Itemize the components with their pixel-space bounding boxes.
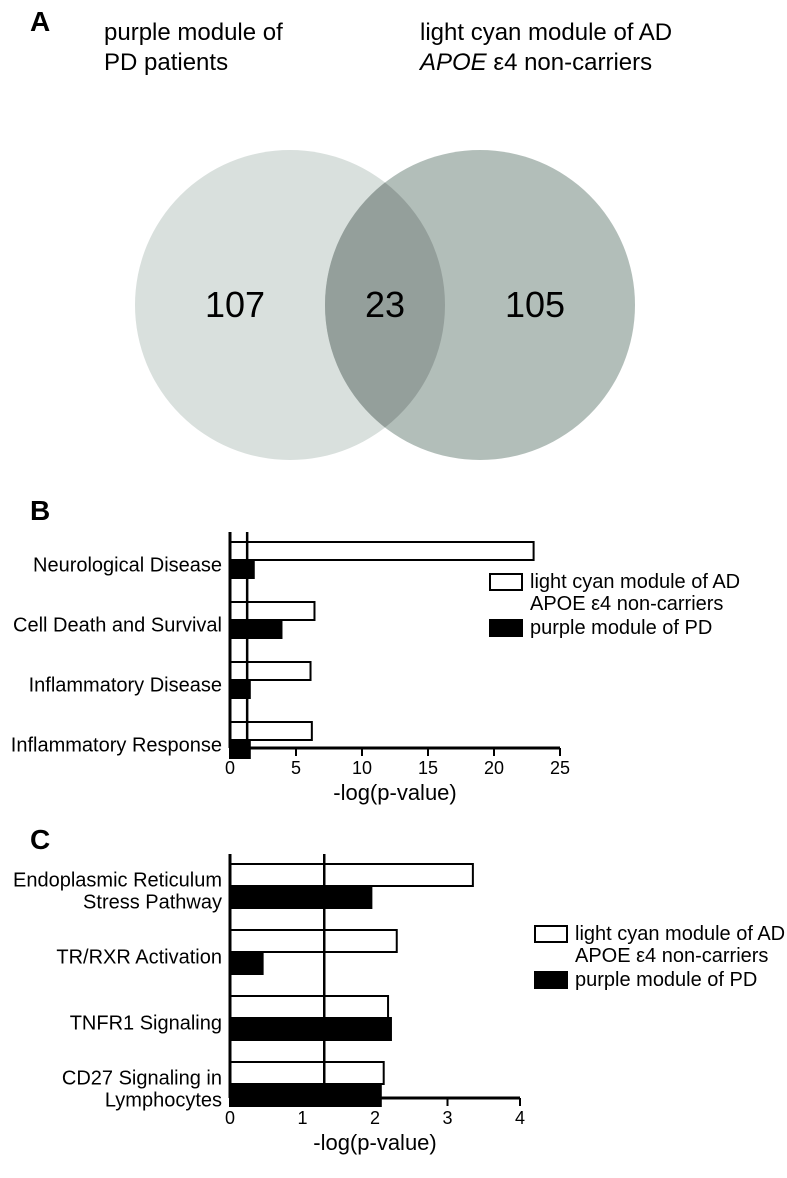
svg-text:2: 2 [370, 1108, 380, 1128]
venn-right-title-line1: light cyan module of AD [420, 19, 672, 46]
svg-text:-log(p-value): -log(p-value) [333, 780, 457, 805]
svg-text:light cyan module of AD: light cyan module of AD [575, 923, 785, 945]
svg-text:CD27 Signaling in: CD27 Signaling in [62, 1067, 222, 1089]
svg-text:15: 15 [418, 758, 438, 778]
svg-text:Stress Pathway: Stress Pathway [83, 891, 222, 913]
svg-text:TNFR1 Signaling: TNFR1 Signaling [70, 1012, 222, 1034]
svg-text:APOE ε4 non-carriers: APOE ε4 non-carriers [530, 593, 723, 615]
venn-right-title: light cyan module of AD APOE ε4 non-carr… [420, 18, 672, 78]
panel-b-chart: Neurological Disease Cell Death and Survi… [0, 522, 787, 822]
svg-text:purple module of PD: purple module of PD [530, 617, 712, 639]
svg-text:105: 105 [505, 284, 565, 325]
svg-text:107: 107 [205, 284, 265, 325]
venn-right-title-suffix: ε4 non-carriers [487, 49, 652, 76]
svg-text:Endoplasmic Reticulum: Endoplasmic Reticulum [13, 869, 222, 891]
svg-text:-log(p-value): -log(p-value) [313, 1130, 437, 1155]
svg-text:Cell Death and Survival: Cell Death and Survival [13, 614, 222, 636]
svg-text:Inflammatory Disease: Inflammatory Disease [29, 674, 222, 696]
svg-text:4: 4 [515, 1108, 525, 1128]
venn-left-title-line2: PD patients [104, 49, 228, 76]
svg-text:20: 20 [484, 758, 504, 778]
svg-text:5: 5 [291, 758, 301, 778]
svg-text:Lymphocytes: Lymphocytes [105, 1089, 222, 1111]
venn-diagram: 107 23 105 [90, 120, 690, 490]
svg-text:Inflammatory Response: Inflammatory Response [11, 734, 222, 756]
svg-text:3: 3 [442, 1108, 452, 1128]
venn-left-title-line1: purple module of [104, 19, 283, 46]
svg-text:10: 10 [352, 758, 372, 778]
svg-text:light cyan module of AD: light cyan module of AD [530, 571, 740, 593]
svg-text:0: 0 [225, 758, 235, 778]
svg-text:0: 0 [225, 1108, 235, 1128]
svg-text:purple module of PD: purple module of PD [575, 969, 757, 991]
svg-text:23: 23 [365, 284, 405, 325]
figure-root: A purple module of PD patients light cya… [0, 0, 787, 1172]
svg-text:APOE ε4 non-carriers: APOE ε4 non-carriers [575, 945, 768, 967]
venn-right-title-apoe: APOE [420, 49, 487, 76]
venn-left-title: purple module of PD patients [104, 18, 283, 78]
svg-text:25: 25 [550, 758, 570, 778]
panel-c-chart: Endoplasmic ReticulumStress Pathway TR/RX… [0, 848, 787, 1178]
svg-text:1: 1 [297, 1108, 307, 1128]
panel-a-label: A [30, 6, 50, 38]
svg-text:Neurological Disease: Neurological Disease [33, 554, 222, 576]
svg-text:TR/RXR Activation: TR/RXR Activation [56, 946, 222, 968]
